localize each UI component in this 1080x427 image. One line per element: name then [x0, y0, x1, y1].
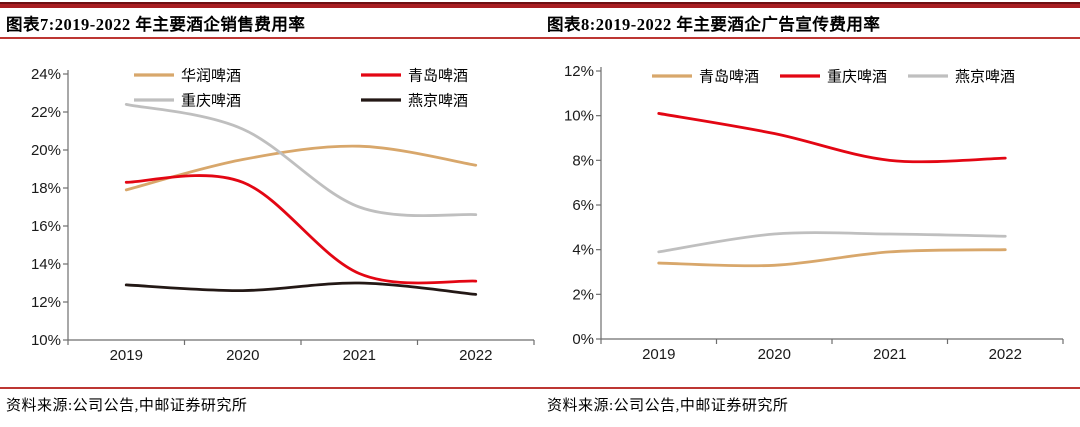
y-tick-label: 4% [572, 242, 594, 259]
x-tick-label: 2020 [226, 347, 259, 364]
x-tick-label: 2019 [110, 347, 143, 364]
y-tick-label: 0% [572, 331, 594, 348]
y-tick-label: 10% [564, 108, 594, 125]
legend-label: 重庆啤酒 [827, 69, 887, 86]
series-line [124, 103, 478, 218]
figure8-title: 图表8:2019-2022 年主要酒企广告宣传费用率 [547, 15, 881, 34]
y-tick-label: 16% [31, 218, 61, 235]
y-tick-label: 22% [31, 104, 61, 121]
advertising-expense-ratio-chart: 0% 2% 4% 6% 8% 10% 12% 2019 2020 2021 2022 青岛啤酒 重庆啤酒… [564, 63, 1064, 363]
series-line [657, 112, 1007, 164]
x-tick-label: 2019 [642, 346, 675, 363]
legend-label: 青岛啤酒 [699, 69, 759, 86]
series-line [124, 281, 478, 296]
y-tick-label: 10% [31, 332, 61, 349]
x-tick-label: 2022 [459, 347, 492, 364]
x-tick-label: 2022 [989, 346, 1022, 363]
y-tick-label: 18% [31, 180, 61, 197]
legend-label: 青岛啤酒 [408, 68, 468, 85]
sales-expense-ratio-chart: 10% 12% 14% 16% 18% 20% 22% 24% 2019 2020 2021 2022… [31, 66, 535, 364]
figure7-title: 图表7:2019-2022 年主要酒企销售费用率 [6, 15, 306, 34]
x-tick-label: 2020 [758, 346, 791, 363]
x-tick-label: 2021 [343, 347, 376, 364]
source-divider-line [0, 387, 1080, 389]
legend-label: 燕京啤酒 [408, 93, 468, 110]
series-line [657, 248, 1007, 268]
y-tick-label: 2% [572, 286, 594, 303]
series-line [124, 174, 478, 285]
y-tick-label: 12% [564, 63, 594, 80]
title-divider-line [0, 37, 1080, 39]
top-accent-bar [0, 2, 1080, 8]
y-tick-label: 20% [31, 142, 61, 159]
y-tick-label: 6% [572, 197, 594, 214]
series-line [657, 231, 1007, 254]
legend-label: 燕京啤酒 [955, 69, 1015, 86]
y-tick-label: 14% [31, 256, 61, 273]
legend-label: 重庆啤酒 [181, 93, 241, 110]
figure8-source: 资料来源:公司公告,中邮证券研究所 [547, 398, 789, 414]
y-tick-label: 8% [572, 152, 594, 169]
y-tick-label: 12% [31, 294, 61, 311]
x-tick-label: 2021 [873, 346, 906, 363]
figure7-source: 资料来源:公司公告,中邮证券研究所 [6, 398, 248, 414]
y-tick-label: 24% [31, 66, 61, 83]
legend-label: 华润啤酒 [181, 68, 241, 85]
